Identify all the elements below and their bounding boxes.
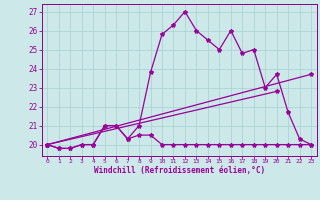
X-axis label: Windchill (Refroidissement éolien,°C): Windchill (Refroidissement éolien,°C) — [94, 166, 265, 175]
